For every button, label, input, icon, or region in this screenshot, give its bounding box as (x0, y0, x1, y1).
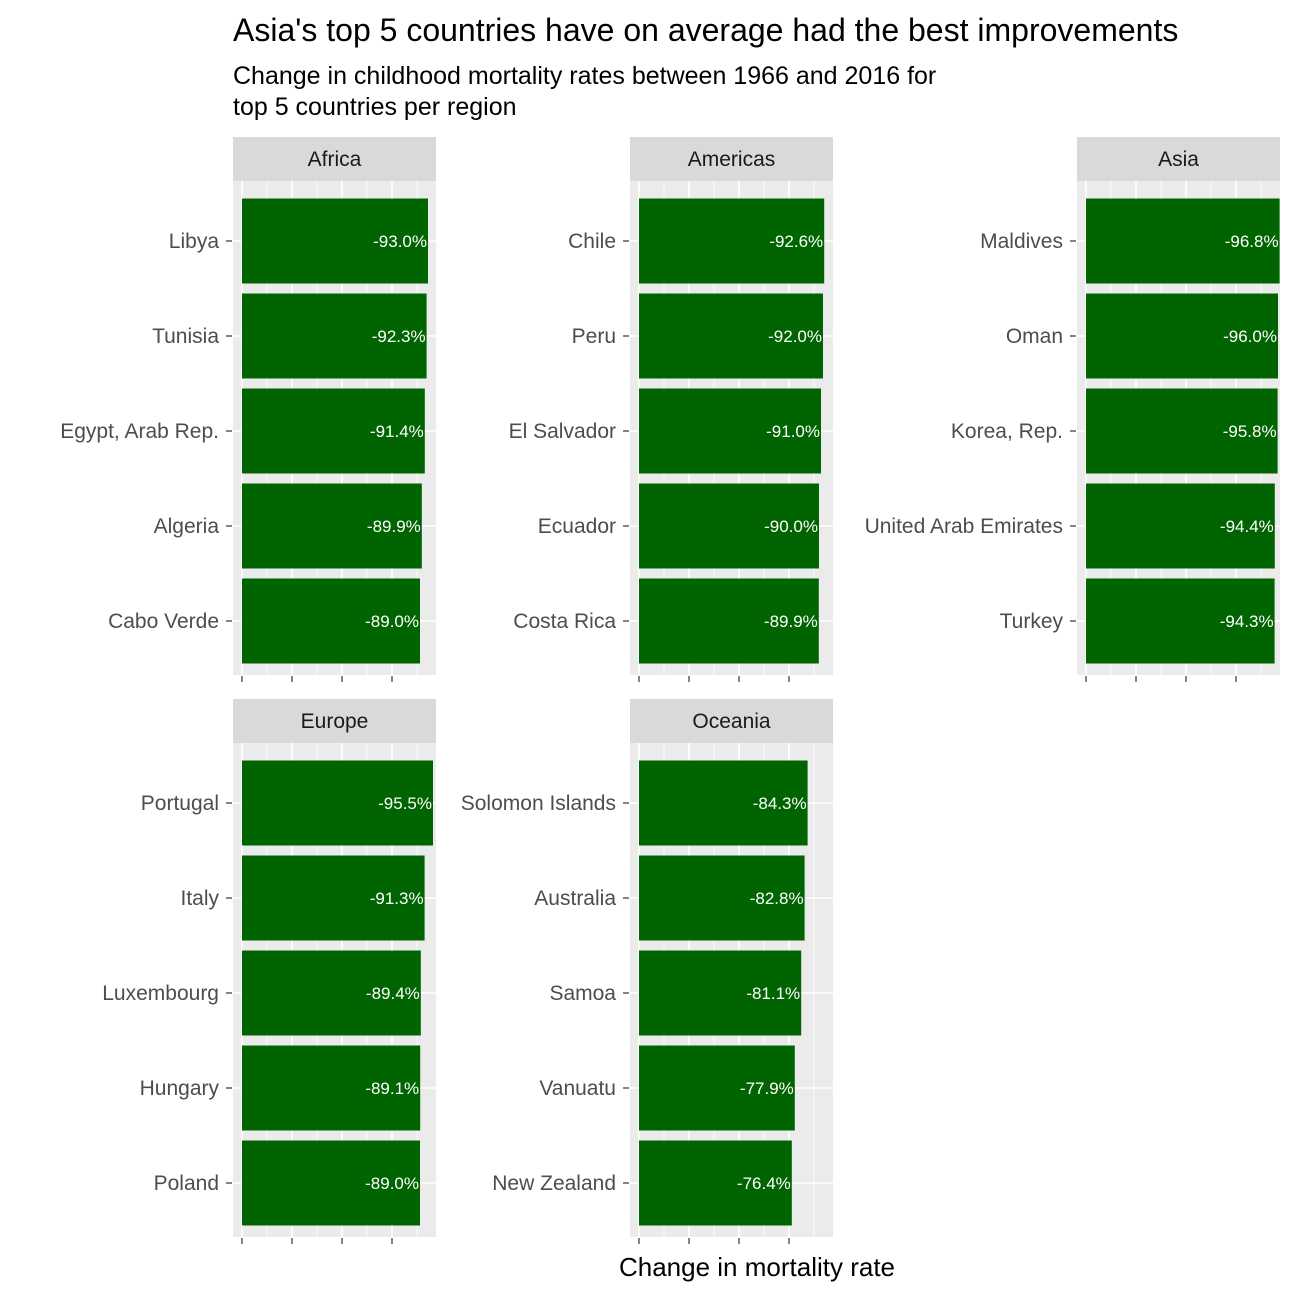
category-label: Luxembourg (102, 982, 219, 1005)
x-axis-label: Change in mortality rate (619, 1252, 895, 1282)
bar (639, 760, 808, 846)
category-label: El Salvador (509, 420, 616, 443)
category-label: Tunisia (152, 325, 219, 348)
bar-value-label: -94.4% (1220, 517, 1274, 536)
facet-africa: Africa -93.0% Libya -92.3% Tunisia -91.4% Egyp… (60, 137, 436, 682)
bar-value-label: -92.6% (769, 232, 823, 251)
chart-subtitle-line-1: Change in childhood mortality rates betw… (233, 62, 936, 90)
category-label: Costa Rica (513, 610, 616, 633)
category-label: Australia (534, 887, 616, 910)
bar (639, 950, 802, 1036)
category-label: Samoa (549, 982, 616, 1005)
bar-value-label: -84.3% (753, 794, 807, 813)
bar-value-label: -89.4% (366, 984, 420, 1003)
category-label: Korea, Rep. (951, 420, 1063, 443)
category-label: Oman (1006, 325, 1063, 348)
facet-americas: Americas -92.6% Chile -92.0% Peru -91.0% El Sa… (509, 137, 833, 682)
category-label: Libya (169, 230, 220, 253)
bar-value-label: -94.3% (1220, 612, 1274, 631)
bar (1086, 578, 1275, 664)
facet-panels: Africa -93.0% Libya -92.3% Tunisia -91.4% Egyp… (60, 137, 1280, 1244)
facet-strip (233, 699, 436, 743)
facet-asia: Asia -96.8% Maldives -96.0% Oman -95.8% Korea,… (865, 137, 1280, 682)
bar (242, 1140, 420, 1226)
bar-value-label: -89.1% (365, 1079, 419, 1098)
category-label: Italy (180, 887, 219, 910)
bar (639, 1140, 792, 1226)
bar-value-label: -77.9% (740, 1079, 794, 1098)
category-label: Maldives (980, 230, 1063, 253)
bar-value-label: -89.9% (764, 612, 818, 631)
bar-value-label: -89.9% (367, 517, 421, 536)
bar-value-label: -81.1% (746, 984, 800, 1003)
facet-strip-label: Africa (308, 148, 362, 171)
category-label: New Zealand (492, 1172, 616, 1195)
category-label: Algeria (154, 515, 220, 538)
facet-strip-label: Europe (301, 710, 369, 733)
category-label: Hungary (140, 1077, 220, 1100)
category-label: Turkey (1000, 610, 1064, 633)
bar-value-label: -92.3% (372, 327, 426, 346)
bar (242, 1045, 421, 1131)
bar (639, 388, 821, 474)
bar-value-label: -95.8% (1223, 422, 1277, 441)
category-label: Chile (568, 230, 616, 253)
bar (1086, 483, 1275, 569)
facet-strip (630, 699, 833, 743)
bar (1086, 388, 1278, 474)
chart-title: Asia's top 5 countries have on average h… (233, 12, 1178, 48)
bar-value-label: -92.0% (768, 327, 822, 346)
category-label: Portugal (141, 792, 219, 815)
category-label: United Arab Emirates (865, 515, 1063, 538)
bar (1086, 198, 1280, 284)
facet-strip (630, 137, 833, 181)
bar-value-label: -90.0% (764, 517, 818, 536)
bar-value-label: -91.3% (370, 889, 424, 908)
facet-oceania: Oceania -84.3% Solomon Islands -82.8% Austra… (461, 699, 833, 1244)
category-label: Solomon Islands (461, 792, 616, 815)
facet-strip-label: Oceania (692, 710, 771, 733)
facet-strip-label: Asia (1158, 148, 1199, 171)
bar-value-label: -95.5% (378, 794, 432, 813)
bar (639, 483, 819, 569)
bar (242, 578, 420, 664)
category-label: Egypt, Arab Rep. (60, 420, 219, 443)
bar-value-label: -89.0% (365, 612, 419, 631)
facet-strip (1077, 137, 1280, 181)
bar (639, 855, 805, 941)
bar (639, 293, 823, 379)
bar (639, 1045, 795, 1131)
bar-value-label: -96.0% (1223, 327, 1277, 346)
category-label: Poland (154, 1172, 219, 1195)
bar (639, 578, 819, 664)
bar (242, 950, 421, 1036)
bar-value-label: -96.8% (1225, 232, 1279, 251)
category-label: Vanuatu (539, 1077, 616, 1100)
bar (639, 198, 825, 284)
bar (242, 760, 433, 846)
bar (242, 388, 425, 474)
bar (242, 483, 422, 569)
bar-value-label: -91.0% (766, 422, 820, 441)
bar-value-label: -93.0% (373, 232, 427, 251)
bar-value-label: -82.8% (750, 889, 804, 908)
bar-value-label: -76.4% (737, 1174, 791, 1193)
category-label: Ecuador (538, 515, 616, 538)
bar-value-label: -91.4% (370, 422, 424, 441)
bar (242, 198, 428, 284)
bar (242, 293, 427, 379)
facet-europe: Europe -95.5% Portugal -91.3% Italy -89.4% Lux… (102, 699, 436, 1244)
bar (242, 855, 425, 941)
category-label: Cabo Verde (108, 610, 219, 633)
bar (1086, 293, 1278, 379)
bar-value-label: -89.0% (365, 1174, 419, 1193)
chart-subtitle-line-2: top 5 countries per region (233, 93, 517, 121)
facet-strip-label: Americas (688, 148, 776, 171)
category-label: Peru (572, 325, 616, 348)
facet-strip (233, 137, 436, 181)
